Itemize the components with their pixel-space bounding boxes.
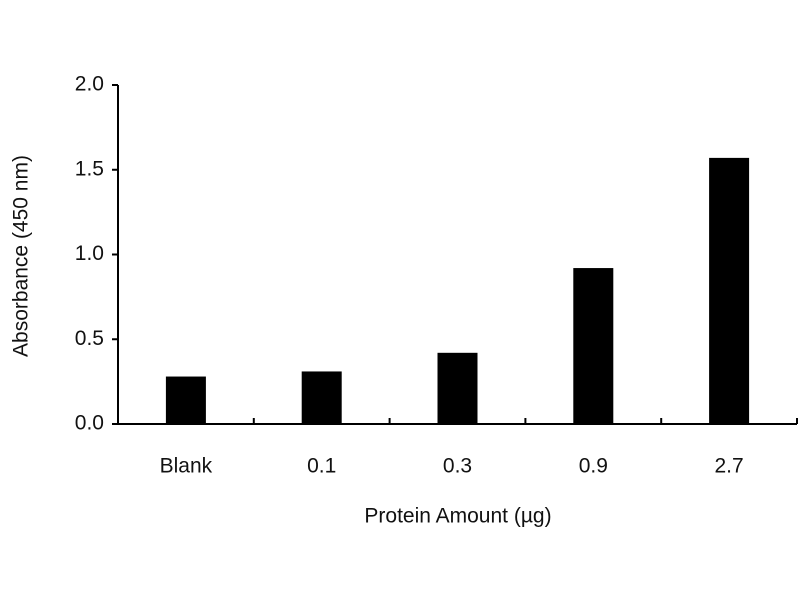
y-tick-label: 0.0 (75, 412, 104, 435)
x-tick-label: 0.1 (307, 455, 336, 478)
bar (301, 371, 342, 424)
x-axis-title: Protein Amount (µg) (364, 505, 551, 528)
x-tick-label: 0.9 (579, 455, 608, 478)
y-tick-label: 1.0 (75, 242, 104, 265)
y-axis-title: Absorbance (450 nm) (10, 155, 33, 357)
bar (573, 268, 614, 424)
y-tick-label: 0.5 (75, 327, 104, 350)
bar (709, 157, 750, 424)
bar (437, 352, 478, 424)
x-tick-label: 2.7 (714, 455, 743, 478)
x-tick-label: 0.3 (443, 455, 472, 478)
bar (165, 376, 206, 424)
y-tick-label: 2.0 (75, 73, 104, 96)
x-tick-label: Blank (160, 455, 213, 478)
y-tick-label: 1.5 (75, 157, 104, 180)
